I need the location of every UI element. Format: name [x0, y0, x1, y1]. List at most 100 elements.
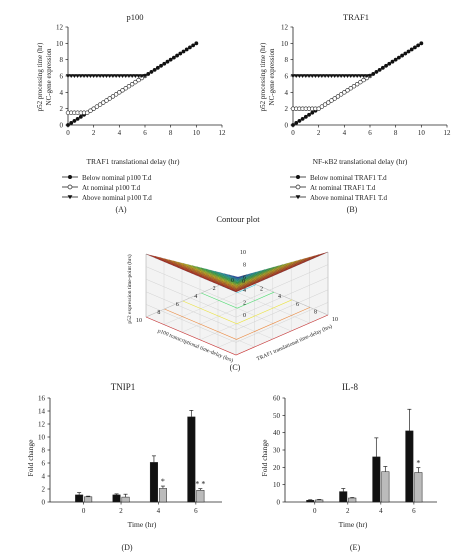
surface-cell [227, 286, 237, 290]
panel-e-title: IL-8 [342, 382, 358, 392]
surface-cell [227, 280, 238, 284]
bar [348, 497, 357, 503]
panel-e-xlabel: Time (hr) [339, 520, 368, 529]
data-point [133, 79, 138, 85]
data-point [133, 74, 138, 78]
data-point [413, 45, 417, 50]
bar [158, 488, 167, 503]
data-point [113, 92, 119, 97]
x-tick-label: 4 [118, 129, 122, 137]
data-point [291, 123, 295, 127]
panel-b-xlabel: NF-κB2 translational delay (hr) [313, 157, 408, 166]
data-point [358, 79, 363, 85]
data-point [78, 74, 84, 78]
y-tick-label: 0 [42, 499, 46, 507]
legend-label: At nominal TRAF1 T.d [310, 184, 376, 192]
data-point [335, 94, 341, 99]
surface-cell [218, 277, 229, 281]
surface-cell [260, 268, 270, 272]
data-point [136, 77, 141, 83]
panel-b-ylabel-line2: NC-gene expression [268, 48, 276, 105]
y-tick-label: 10 [332, 317, 338, 323]
floor-contour [201, 291, 275, 309]
y-tick-label: 8 [314, 309, 317, 315]
y-tick-label: 10 [281, 40, 289, 48]
panel-b-letter: (B) [347, 205, 358, 214]
data-point [191, 43, 196, 48]
data-point [403, 51, 408, 56]
data-point [97, 102, 103, 107]
data-point [104, 74, 109, 78]
data-point [178, 51, 183, 56]
panel-a-ylabel-line2: NC-gene expression [45, 48, 53, 105]
data-point [377, 67, 382, 72]
surface-cell [242, 273, 252, 277]
data-point [400, 53, 404, 58]
data-point [110, 74, 116, 78]
data-point [361, 74, 366, 78]
surface-cell [159, 258, 169, 262]
x-tick-label: 10 [418, 129, 426, 137]
surface-cell [218, 283, 228, 287]
surface-cell [204, 278, 214, 282]
data-point [326, 100, 331, 105]
surface-cell [218, 279, 228, 283]
data-point [367, 74, 373, 78]
z-tick-label: 4 [243, 288, 246, 294]
y-tick-label: 2 [260, 287, 263, 293]
legend-item-above: Above nominal p100 T.d [62, 194, 152, 202]
y-tick-label: 6 [285, 73, 289, 81]
data-point [351, 84, 357, 89]
panel-b-ylabel-line1: p52 processing time (hr) [259, 42, 267, 111]
surface-cell [205, 271, 215, 275]
surface-cell [287, 260, 297, 265]
y-tick-label: 12 [38, 421, 46, 429]
data-point [117, 90, 122, 95]
data-point [303, 114, 308, 119]
panel-a-legend: Below nominal p100 T.d At nominal p100 T… [62, 174, 152, 202]
data-point [297, 74, 302, 78]
legend-marker-open-circle [67, 184, 73, 190]
data-point [294, 121, 299, 125]
data-point [149, 70, 154, 74]
data-point [387, 61, 392, 66]
data-point [72, 74, 77, 78]
data-point [94, 74, 100, 78]
x-tick-label: 6 [368, 129, 372, 137]
z-tick-label: 10 [240, 250, 246, 256]
data-point [374, 70, 379, 74]
y-tick-label: 14 [38, 408, 46, 416]
surface-cell [159, 259, 169, 263]
panel-a-letter: (A) [115, 205, 126, 214]
data-point [290, 74, 296, 78]
bar [121, 496, 130, 503]
surface-cell [195, 272, 205, 276]
surface-cell [200, 272, 210, 276]
legend-label: Below nominal p100 T.d [82, 174, 152, 182]
legend-item-below: Below nominal p100 T.d [62, 174, 152, 182]
z-tick-label: 2 [243, 300, 246, 306]
data-point [85, 110, 90, 115]
panel-c: Contour plot p52 expression time-point (… [126, 214, 338, 372]
y-tick-label: 30 [273, 447, 281, 455]
data-point [361, 77, 366, 83]
surface-cell [291, 259, 302, 263]
data-point [309, 74, 315, 78]
y-tick-label: 4 [278, 294, 281, 300]
legend-label: Above nominal TRAF1 T.d [310, 194, 388, 202]
surface-cell [195, 273, 205, 278]
panel-d-xlabel: Time (hr) [128, 520, 157, 529]
floor-contour [145, 314, 329, 356]
data-point [194, 41, 199, 46]
bar [339, 491, 348, 503]
floor-contour [182, 299, 293, 325]
data-point [300, 74, 305, 78]
legend-label: Above nominal p100 T.d [82, 194, 152, 202]
x-tick-label: 2 [213, 286, 216, 292]
y-tick-label: 0 [285, 122, 289, 130]
x-tick-label: 10 [193, 129, 201, 137]
x-tick-label: 4 [157, 507, 161, 515]
y-tick-label: 8 [60, 56, 64, 64]
surface-cell [228, 279, 238, 283]
data-point [91, 74, 96, 78]
